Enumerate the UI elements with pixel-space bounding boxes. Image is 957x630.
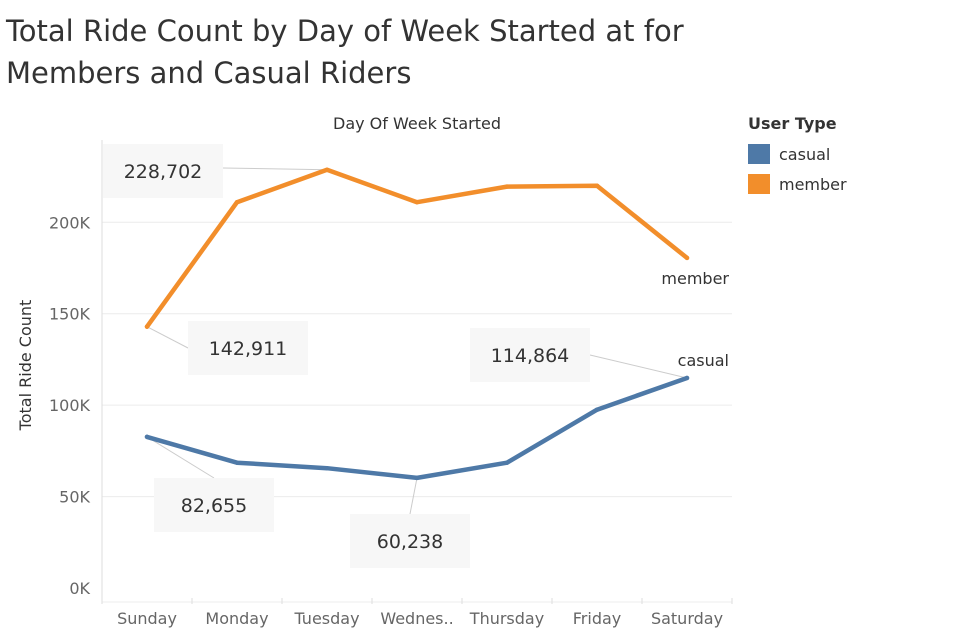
y-tick-label: 200K [49,213,91,232]
data-point-casual [594,407,600,412]
data-point-casual [234,460,240,465]
annotation-box-0 [103,144,223,198]
annotations: 228,702 142,911 114,864 82,655 60,238 [103,144,688,568]
data-point-member [234,199,240,205]
legend-item-member[interactable]: member [748,169,847,199]
annotation-leader-0 [222,167,328,171]
annotation-leader-4 [409,477,418,515]
legend-swatch-casual [748,144,770,164]
legend-item-casual[interactable]: casual [748,139,847,169]
y-tick-label: 0K [69,579,90,598]
x-tick-label: Saturday [651,609,723,628]
data-point-member [144,324,150,329]
data-point-casual [324,466,330,471]
annotation-box-4 [350,514,470,568]
x-tick-label: Thursday [469,609,544,628]
axes: 0K 50K 100K 150K 200K Sunday Monday Tuesday Wedn… [49,140,733,628]
annotation-leader-3 [146,436,215,479]
series-line-casual [144,375,690,481]
x-tick-label: Sunday [117,609,177,628]
annotation-box-3 [154,478,274,532]
data-point-casual [504,460,510,465]
chart-title: Total Ride Count by Day of Week Started … [6,14,684,90]
data-point-member [324,167,330,173]
legend-title: User Type [748,114,837,133]
data-point-member [594,183,600,188]
x-axis-title: Day Of Week Started [333,114,501,133]
x-tick-label: Tuesday [293,609,359,628]
legend-swatch-member [748,174,770,194]
legend-label-casual: casual [779,144,831,164]
series-lines: member casual [144,167,729,481]
annotation-label: 142,911 [209,338,288,360]
y-tick-label: 50K [59,488,90,507]
y-tick-label: 100K [49,396,91,415]
data-point-member [504,184,510,189]
x-tick-label: Friday [573,609,622,628]
data-point-casual [414,475,420,481]
x-tick-label: Monday [205,609,268,628]
y-tick-label: 150K [49,305,91,324]
data-point-casual [144,434,150,440]
series-end-label-member: member [661,269,729,288]
series-line-member [144,167,690,329]
data-point-member [684,255,690,261]
legend-label-member: member [779,174,847,194]
annotation-label: 228,702 [124,161,203,183]
annotation-box-1 [188,321,308,375]
annotation-leader-2 [589,354,688,379]
x-tick-label: Wednes.. [380,609,453,628]
legend: User Type casual member [748,114,847,199]
series-end-label-casual: casual [678,351,729,370]
data-point-member [414,199,420,205]
annotation-box-2 [470,328,590,382]
annotation-leader-1 [146,326,189,349]
y-axis-title: Total Ride Count [16,300,35,432]
data-point-casual [684,375,690,381]
annotation-label: 114,864 [491,345,570,367]
annotation-label: 82,655 [181,495,247,517]
annotation-label: 60,238 [377,531,443,553]
